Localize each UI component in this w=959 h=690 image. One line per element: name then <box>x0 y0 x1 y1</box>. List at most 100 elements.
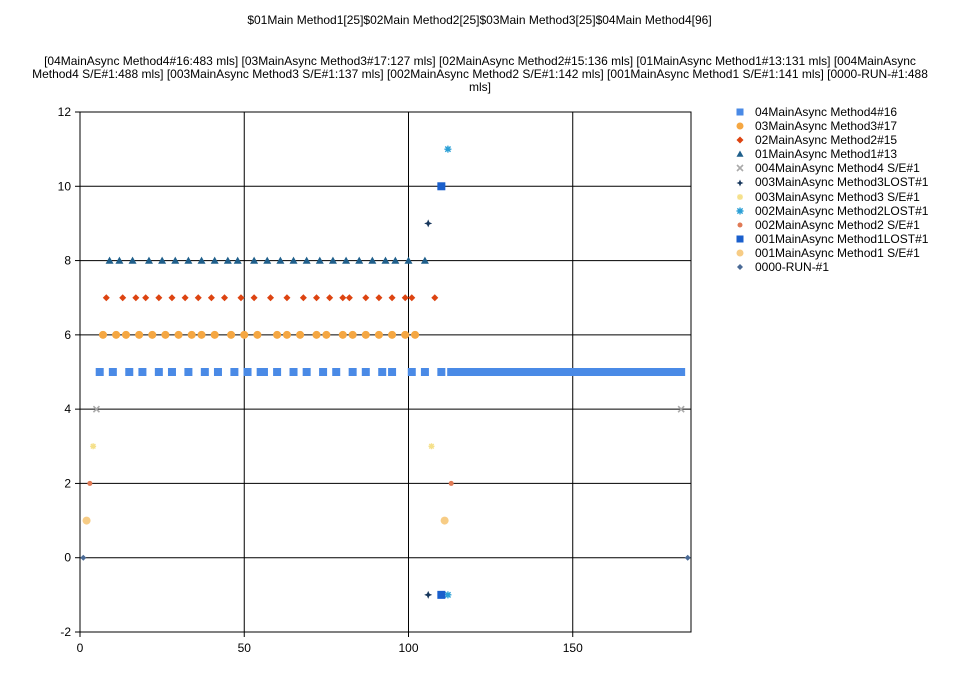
legend-marker-icon <box>736 122 744 130</box>
y-tick-label: 10 <box>58 179 72 193</box>
data-point <box>197 330 206 339</box>
legend-marker-shape <box>737 193 743 200</box>
data-point <box>98 330 107 339</box>
data-point <box>328 256 337 264</box>
data-point <box>82 516 91 525</box>
series-9 <box>437 182 446 599</box>
data-point <box>677 405 685 413</box>
legend-item: 004MainAsync Method4 S/E#1 <box>733 161 928 175</box>
legend-label: 003MainAsync Method3 S/E#1 <box>755 189 920 204</box>
legend-marker-icon <box>737 193 743 200</box>
data-point <box>326 294 334 302</box>
data-point <box>121 330 130 339</box>
data-point <box>87 480 93 486</box>
data-point <box>368 256 377 264</box>
data-point <box>448 480 454 486</box>
legend-marker-icon <box>736 164 744 172</box>
series-5 <box>424 219 433 599</box>
x-tick-label: 150 <box>563 641 583 655</box>
legend-item: 0000-RUN-#1 <box>733 260 928 274</box>
chart-title: $01Main Method1[25]$02Main Method2[25]$0… <box>247 13 712 27</box>
data-point <box>174 330 183 339</box>
legend-item: 04MainAsync Method4#16 <box>733 105 928 119</box>
data-point <box>361 330 370 339</box>
data-point <box>240 330 249 339</box>
data-point <box>108 368 117 376</box>
data-point <box>194 294 202 302</box>
data-point <box>267 294 275 302</box>
data-point <box>243 368 252 376</box>
data-point <box>440 516 449 525</box>
data-point <box>197 256 206 264</box>
legend-marker-icon <box>736 136 744 144</box>
data-point <box>102 294 110 302</box>
data-point <box>213 368 222 376</box>
legend-marker-shape <box>737 264 743 271</box>
data-point <box>200 368 209 376</box>
data-point <box>407 368 416 376</box>
x-tick-label: 100 <box>398 641 418 655</box>
data-point <box>250 294 258 302</box>
y-tick-label: 12 <box>58 105 72 119</box>
data-point <box>253 330 262 339</box>
data-point <box>92 405 100 413</box>
legend-marker-icon <box>736 179 744 187</box>
legend-marker-icon <box>736 207 744 215</box>
legend-item: 002MainAsync Method2 S/E#1 <box>733 218 928 232</box>
data-point <box>144 256 153 264</box>
data-point <box>125 368 134 376</box>
data-point <box>302 256 311 264</box>
data-point <box>168 294 176 302</box>
legend-item: 002MainAsync Method2LOST#1 <box>733 204 928 218</box>
data-point <box>338 330 347 339</box>
data-point <box>404 256 413 264</box>
data-point <box>155 294 163 302</box>
series-0 <box>95 368 686 376</box>
data-point <box>437 368 446 376</box>
data-point <box>381 256 390 264</box>
data-point <box>273 330 282 339</box>
data-point <box>132 294 140 302</box>
data-point <box>273 368 282 376</box>
legend-marker-shape <box>737 222 743 228</box>
legend-item: 003MainAsync Method3LOST#1 <box>733 175 928 189</box>
data-point <box>420 256 429 264</box>
legend-item: 001MainAsync Method1LOST#1 <box>733 232 928 246</box>
y-tick-label: 2 <box>64 476 71 490</box>
y-tick-label: 8 <box>64 254 71 268</box>
data-point <box>119 294 127 302</box>
legend-marker-shape <box>736 207 744 215</box>
data-point <box>342 256 351 264</box>
data-point <box>401 294 409 302</box>
data-point <box>355 256 364 264</box>
data-point <box>348 368 357 376</box>
legend-marker-icon <box>737 222 743 228</box>
data-point <box>339 294 347 302</box>
x-tick-label: 0 <box>77 641 84 655</box>
data-point <box>154 368 163 376</box>
series-11 <box>80 554 691 561</box>
legend-marker-shape <box>736 249 744 257</box>
data-point <box>95 368 104 376</box>
series-1 <box>98 330 420 339</box>
legend-marker-icon <box>737 264 743 271</box>
series-4 <box>92 405 685 413</box>
data-point <box>207 294 215 302</box>
series-3 <box>105 256 429 264</box>
data-point <box>420 368 429 376</box>
data-point <box>250 256 259 264</box>
data-point <box>276 256 285 264</box>
data-point <box>391 256 400 264</box>
data-point <box>424 590 433 599</box>
data-point <box>263 256 272 264</box>
data-point <box>348 330 357 339</box>
legend-item: 01MainAsync Method1#13 <box>733 147 928 161</box>
data-point <box>289 368 298 376</box>
data-point <box>283 294 291 302</box>
legend-marker-icon <box>736 108 744 116</box>
legend-label: 001MainAsync Method1 S/E#1 <box>755 245 920 260</box>
data-point <box>319 368 328 376</box>
data-point <box>374 330 383 339</box>
data-point <box>388 368 397 376</box>
